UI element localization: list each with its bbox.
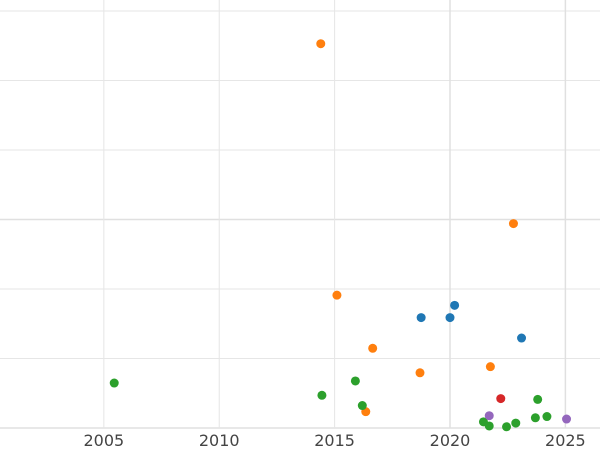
data-point (350, 376, 360, 386)
data-point (415, 368, 425, 378)
x-tick-label: 2020 (430, 431, 471, 450)
data-point (416, 313, 426, 323)
data-point (484, 411, 494, 421)
data-point (485, 362, 495, 372)
x-tick-label: 2025 (545, 431, 586, 450)
data-point (317, 390, 327, 400)
x-tick-label: 2005 (83, 431, 124, 450)
data-point (316, 39, 326, 49)
data-point (357, 401, 367, 411)
data-point (530, 413, 540, 423)
data-point (484, 421, 494, 431)
data-point (502, 422, 512, 432)
x-tick-label: 2015 (314, 431, 355, 450)
data-point (533, 394, 543, 404)
data-point (508, 219, 518, 229)
data-point (450, 300, 460, 310)
data-point (517, 333, 527, 343)
data-point (332, 290, 342, 300)
data-point (368, 343, 378, 353)
data-point (562, 414, 572, 424)
x-tick-label: 2010 (199, 431, 240, 450)
data-point (542, 412, 552, 422)
grid-lines (0, 0, 600, 429)
data-point (496, 394, 506, 404)
data-point (109, 378, 119, 388)
data-point (511, 418, 521, 428)
data-point (445, 313, 455, 323)
data-points (109, 39, 572, 432)
x-axis-tick-labels: 2005 2010 2015 2020 2025 (83, 431, 585, 450)
